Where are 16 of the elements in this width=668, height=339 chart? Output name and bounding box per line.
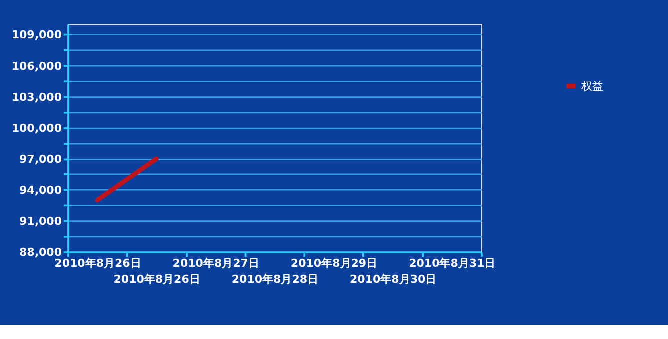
y-tick-label: 94,000 bbox=[20, 184, 62, 198]
x-tick-label: 2010年8月26日 bbox=[114, 272, 200, 286]
y-tick-label: 91,000 bbox=[20, 215, 62, 228]
x-tick-label: 2010年8月31日 bbox=[409, 257, 496, 270]
x-tick-label: 2010年8月30日 bbox=[350, 272, 437, 286]
x-tick-label: 2010年8月28日 bbox=[232, 272, 319, 286]
y-tick-label: 109,000 bbox=[12, 28, 62, 42]
y-tick-label: 88,000 bbox=[20, 246, 62, 260]
y-tick-label: 103,000 bbox=[12, 90, 62, 104]
y-tick-label: 106,000 bbox=[12, 60, 62, 73]
x-tick-label: 2010年8月26日 bbox=[54, 257, 142, 270]
x-tick-label: 2010年8月27日 bbox=[172, 257, 260, 270]
y-tick-label: 97,000 bbox=[20, 153, 62, 166]
x-tick-label: 2010年8月29日 bbox=[290, 257, 378, 270]
legend-label: 权益 bbox=[580, 80, 604, 93]
y-tick-label: 100,000 bbox=[12, 122, 62, 135]
